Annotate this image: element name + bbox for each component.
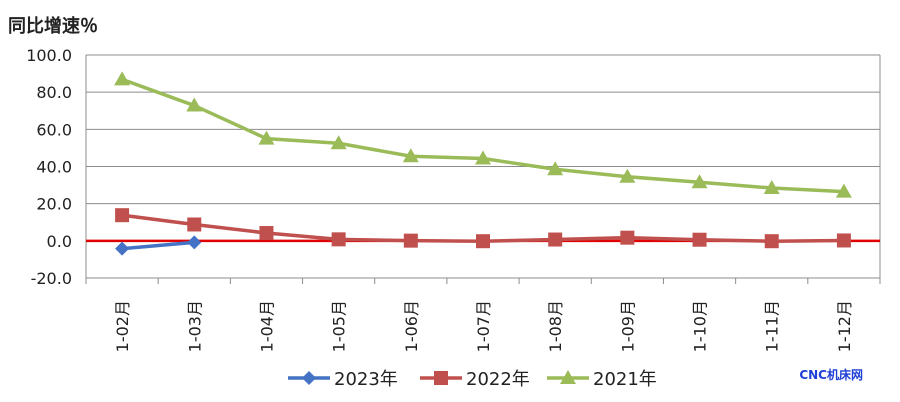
series-2021年 bbox=[114, 71, 852, 198]
x-tick-label: 1-03月 bbox=[185, 300, 204, 352]
y-tick-label: 20.0 bbox=[36, 195, 72, 214]
legend-item: 2022年 bbox=[420, 369, 530, 390]
legend-label: 2021年 bbox=[593, 369, 657, 390]
data-point bbox=[403, 233, 418, 248]
data-point bbox=[114, 71, 131, 86]
y-axis-title: 同比增速％ bbox=[8, 16, 98, 37]
data-point bbox=[619, 168, 636, 183]
data-point bbox=[115, 208, 130, 223]
grid-lines bbox=[86, 54, 880, 279]
data-point bbox=[476, 234, 490, 249]
series-line bbox=[121, 240, 195, 251]
legend-item: 2021年 bbox=[547, 369, 657, 390]
series-2022年 bbox=[115, 208, 851, 249]
data-point bbox=[187, 235, 202, 250]
x-tick-label: 1-02月 bbox=[113, 300, 132, 352]
data-point bbox=[302, 371, 316, 385]
tick-labels: 100.0 80.0 60.0 40.0 20.0 0.0 -20.0 1-02月 1-03月 1… bbox=[26, 46, 854, 352]
x-tick-label: 1-04月 bbox=[257, 300, 276, 352]
data-point bbox=[187, 217, 202, 232]
data-point bbox=[330, 135, 347, 150]
data-point bbox=[548, 232, 563, 247]
data-point bbox=[763, 180, 780, 195]
x-tick-label: 1-05月 bbox=[330, 300, 349, 352]
x-tick-label: 1-06月 bbox=[402, 300, 421, 352]
data-point bbox=[434, 371, 448, 385]
data-point bbox=[475, 150, 491, 165]
x-tick-label: 1-10月 bbox=[691, 300, 710, 352]
y-tick-label: 0.0 bbox=[47, 232, 72, 251]
data-point bbox=[560, 370, 576, 384]
x-tick-label: 1-12月 bbox=[835, 300, 854, 352]
y-tick-label: 40.0 bbox=[36, 158, 72, 177]
data-point bbox=[547, 161, 564, 176]
data-point bbox=[402, 148, 419, 163]
legend: 2023年 2022年 2021年 bbox=[288, 369, 657, 390]
data-point bbox=[259, 226, 274, 241]
legend-label: 2022年 bbox=[466, 369, 530, 390]
x-tick-label: 1-09月 bbox=[618, 300, 637, 352]
data-point bbox=[331, 232, 346, 247]
series-line bbox=[121, 77, 844, 194]
watermark-logo: CNC机床网 bbox=[799, 368, 863, 382]
data-point bbox=[836, 233, 851, 248]
data-point bbox=[258, 130, 275, 145]
y-tick-label: 80.0 bbox=[36, 83, 72, 102]
data-point bbox=[764, 234, 779, 249]
y-tick-label: 60.0 bbox=[36, 120, 72, 139]
legend-item: 2023年 bbox=[288, 369, 398, 390]
y-tick-label: -20.0 bbox=[31, 269, 72, 288]
series-lines bbox=[114, 71, 852, 256]
data-point bbox=[115, 241, 130, 256]
data-point bbox=[692, 232, 707, 247]
data-point bbox=[620, 230, 635, 245]
data-point bbox=[835, 183, 852, 198]
series-2023年 bbox=[115, 235, 202, 256]
x-tick-label: 1-07月 bbox=[474, 300, 493, 352]
legend-label: 2023年 bbox=[334, 369, 398, 390]
axes bbox=[85, 55, 881, 284]
x-tick-label: 1-11月 bbox=[763, 300, 782, 352]
y-tick-label: 100.0 bbox=[26, 46, 72, 65]
data-point bbox=[186, 97, 203, 112]
x-tick-label: 1-08月 bbox=[546, 300, 565, 352]
data-point bbox=[691, 174, 708, 189]
